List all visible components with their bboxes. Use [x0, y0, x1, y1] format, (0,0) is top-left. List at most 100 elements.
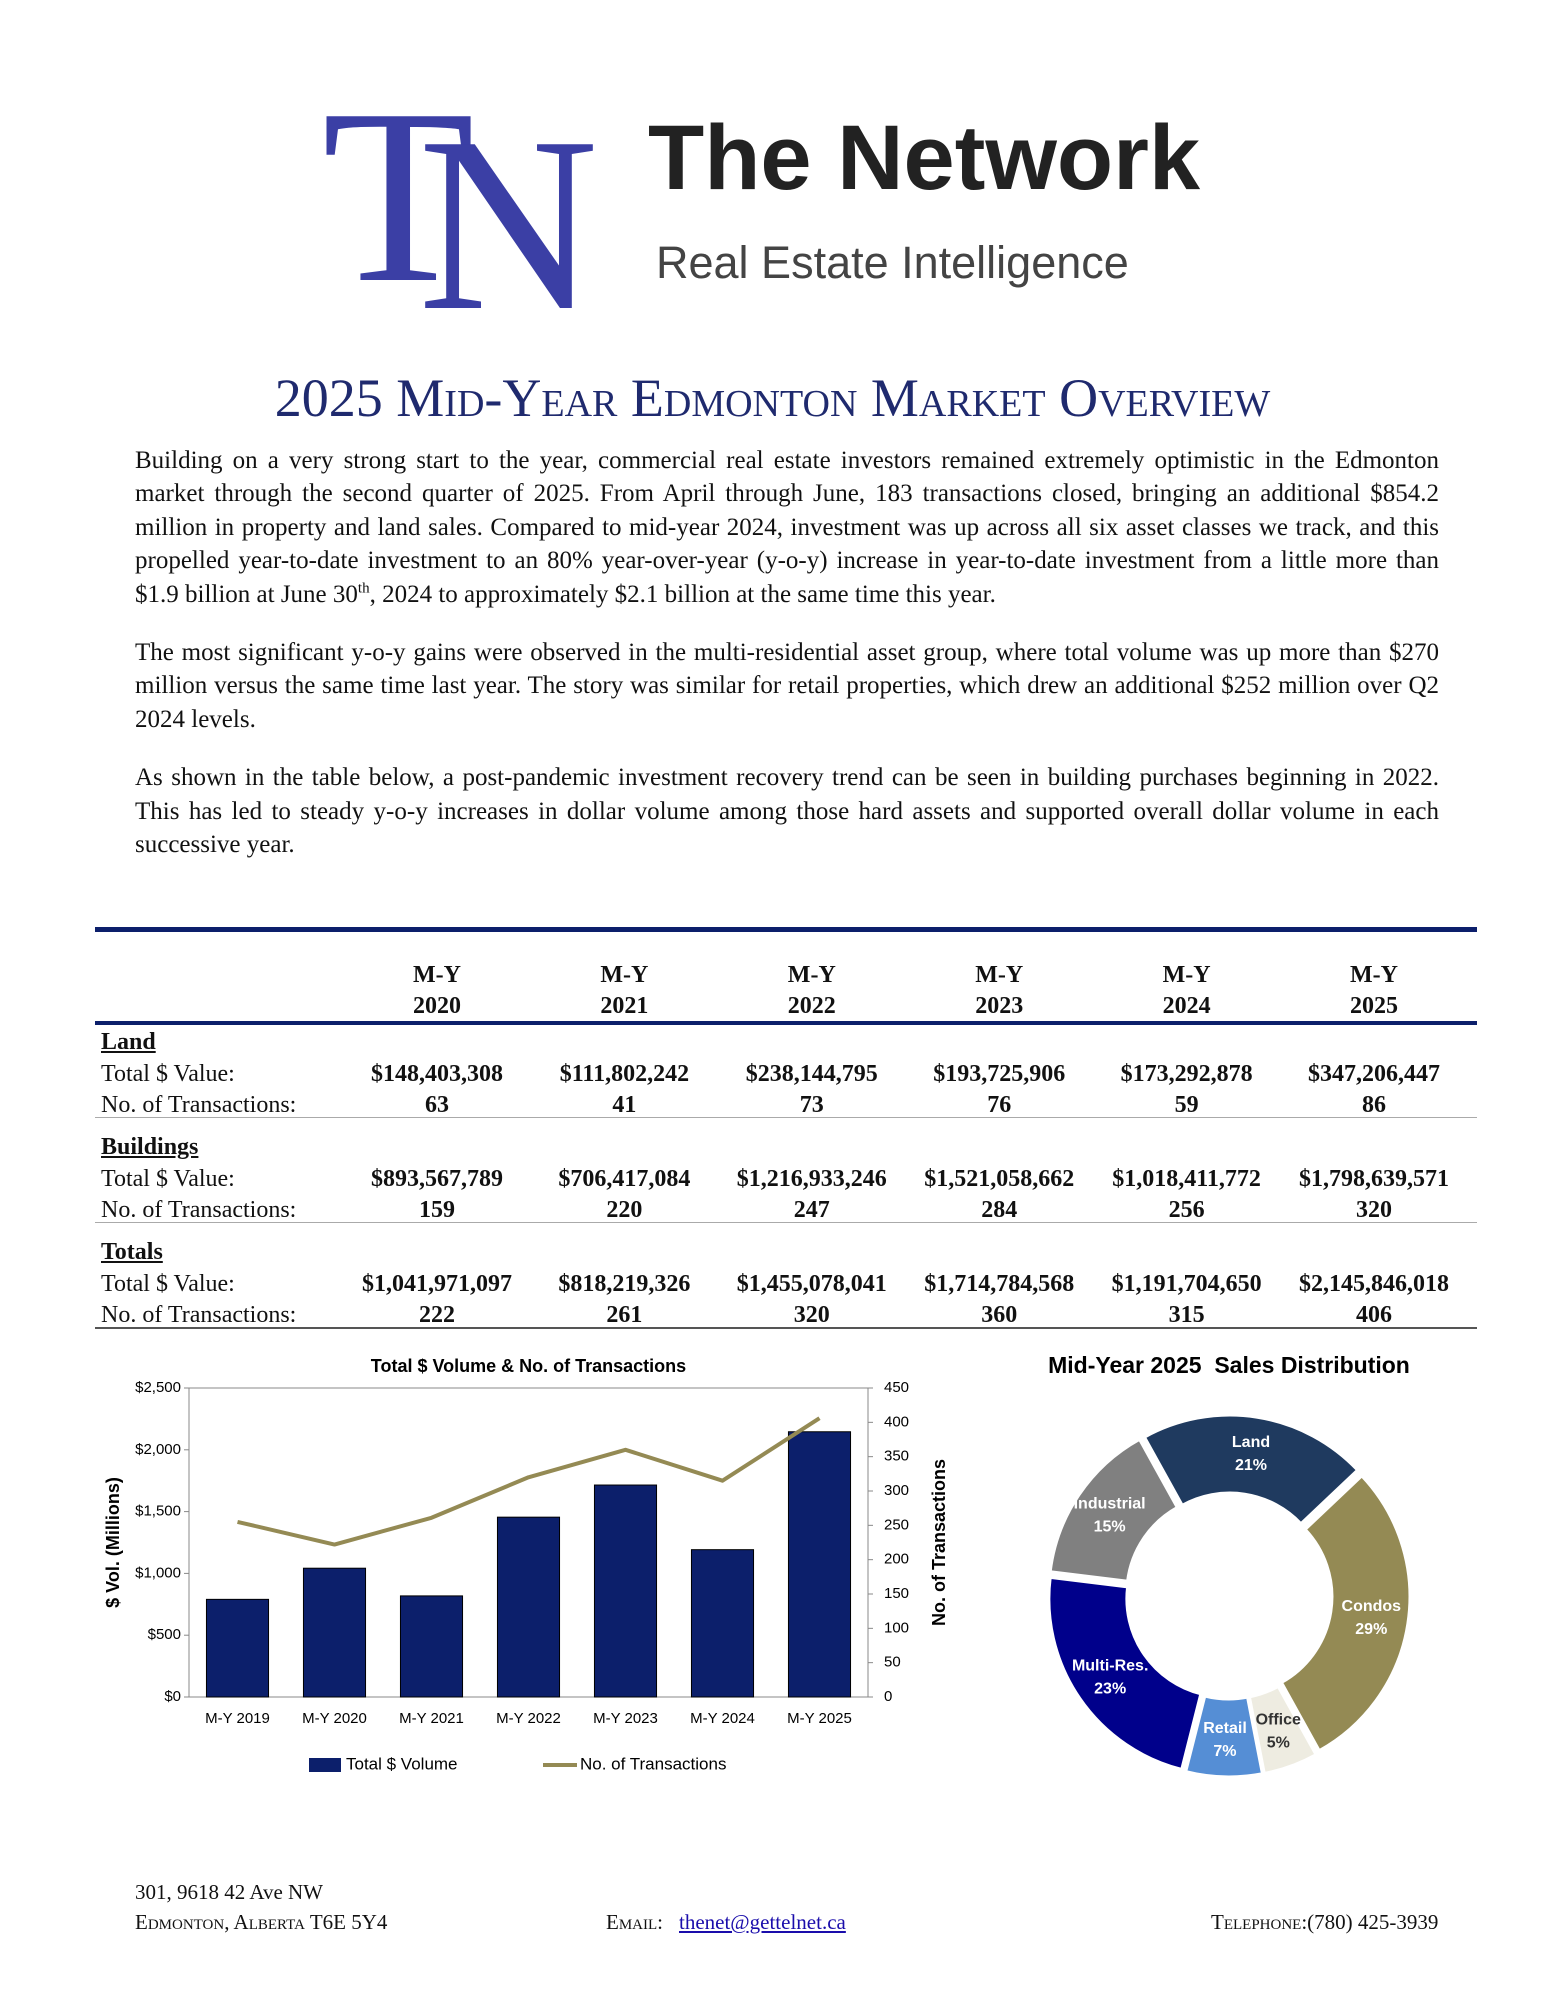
table-value: 320: [1356, 1197, 1392, 1223]
y-tick-label: $2,000: [135, 1441, 181, 1458]
bar: [690, 1549, 755, 1698]
y-tick-label: $500: [148, 1626, 181, 1643]
page-title: 2025 Mid-Year Edmonton Market Overview: [274, 368, 1271, 428]
bar: [496, 1516, 561, 1698]
slice-label: Multi-Res.: [1072, 1658, 1148, 1675]
row-label: No. of Transactions:: [101, 1302, 297, 1328]
slice-label: Land: [1232, 1434, 1270, 1451]
x-tick-label: M-Y 2020: [302, 1710, 367, 1727]
table-rule: [95, 1222, 1477, 1223]
chart-title: Total $ Volume & No. of Transactions: [371, 1356, 686, 1376]
y2-tick-label: 200: [884, 1551, 909, 1568]
row-label: Total $ Value:: [101, 1061, 235, 1087]
logo-tagline: Real Estate Intelligence: [656, 237, 1129, 288]
column-header: M-Y: [1350, 962, 1398, 988]
logo-letter: T: [322, 58, 475, 335]
legend-swatch: [309, 1758, 341, 1772]
slice-value-label: 15%: [1094, 1519, 1126, 1536]
column-header: 2022: [787, 993, 836, 1019]
table-value: $706,417,084: [558, 1166, 691, 1192]
chart-title: Mid-Year 2025 Sales Distribution: [1048, 1352, 1410, 1378]
table-value: $1,216,933,246: [736, 1166, 887, 1192]
row-label: No. of Transactions:: [101, 1197, 297, 1223]
bar: [593, 1484, 658, 1698]
paragraph: Building on a very strong start to the y…: [135, 444, 1439, 611]
bar: [399, 1595, 464, 1698]
column-header: M-Y: [975, 962, 1024, 988]
y2-tick-label: 300: [884, 1482, 909, 1499]
column-header: 2024: [1162, 993, 1211, 1019]
table-value: $1,714,784,568: [924, 1271, 1075, 1297]
table-value: 320: [793, 1302, 830, 1328]
email-link[interactable]: thenet@gettelnet.ca: [679, 1910, 846, 1934]
table-value: $2,145,846,018: [1299, 1271, 1449, 1297]
body-text: Building on a very strong start to the y…: [135, 444, 1439, 886]
slice-label: Industrial: [1074, 1496, 1146, 1513]
table-rule: [95, 1021, 1477, 1025]
column-header: M-Y: [600, 962, 649, 988]
group-name: Buildings: [101, 1134, 199, 1160]
text: , 2024 to approximately $2.1 billion at …: [369, 580, 996, 608]
column-header: M-Y: [413, 962, 461, 988]
table-value: 247: [793, 1197, 830, 1223]
phone: Telephone:(780) 425-3939: [1211, 1910, 1438, 1935]
bar: [205, 1598, 270, 1698]
y2-tick-label: 350: [884, 1448, 909, 1465]
y2-tick-label: 50: [884, 1654, 901, 1671]
table-value: 284: [981, 1197, 1018, 1223]
table-value: 63: [425, 1092, 449, 1118]
legend-label: No. of Transactions: [580, 1754, 726, 1773]
table-value: $111,802,242: [559, 1061, 690, 1087]
table-value: $1,455,078,041: [736, 1271, 887, 1297]
table-rule: [95, 1117, 1477, 1118]
pie-slice: [1279, 1473, 1412, 1753]
legend-label: Total $ Volume: [346, 1754, 458, 1773]
column-header: M-Y: [1162, 962, 1211, 988]
row-label: No. of Transactions:: [101, 1092, 297, 1118]
paragraph: As shown in the table below, a post-pand…: [135, 764, 1439, 859]
slice-label: Retail: [1203, 1720, 1247, 1737]
slice-value-label: 5%: [1267, 1735, 1290, 1752]
table-value: 86: [1362, 1092, 1386, 1118]
line-series: [237, 1416, 821, 1547]
column-header: 2021: [600, 993, 649, 1019]
table-value: $347,206,447: [1308, 1061, 1440, 1087]
group-name: Totals: [101, 1239, 163, 1265]
pie-slice: [1142, 1413, 1360, 1526]
row-label: Total $ Value:: [101, 1166, 235, 1192]
phone-label: Telephone:: [1211, 1910, 1308, 1934]
table-value: $893,567,789: [371, 1166, 503, 1192]
table-value: $1,521,058,662: [924, 1166, 1075, 1192]
bar: [302, 1567, 367, 1698]
column-header: 2020: [413, 993, 461, 1019]
table-value: 261: [606, 1302, 643, 1328]
x-tick-label: M-Y 2024: [690, 1710, 755, 1727]
y2-tick-label: 400: [884, 1413, 909, 1430]
charts: Total $ Volume & No. of Transactions $0 $5…: [103, 1352, 1412, 1779]
table-value: $173,292,878: [1120, 1061, 1253, 1087]
table-rule: [95, 1327, 1477, 1329]
x-tick-label: M-Y 2019: [205, 1710, 270, 1727]
pie-slice: [1047, 1575, 1203, 1772]
slice-label: Condos: [1342, 1598, 1402, 1615]
address: Edmonton, Alberta T6E 5Y4: [135, 1910, 388, 1934]
slice-value-label: 29%: [1355, 1621, 1387, 1638]
table-value: 59: [1174, 1092, 1199, 1118]
table-value: 360: [981, 1302, 1018, 1328]
email-label: Email:: [606, 1910, 663, 1934]
table-value: 159: [419, 1197, 455, 1223]
phone-number: (780) 425-3939: [1307, 1910, 1439, 1934]
slice-label: Office: [1256, 1712, 1301, 1729]
table-value: 315: [1168, 1302, 1205, 1328]
pie-slice: [1183, 1694, 1265, 1779]
x-tick-label: M-Y 2022: [496, 1710, 561, 1727]
table-value: $1,191,704,650: [1111, 1271, 1262, 1297]
table-value: $193,725,906: [933, 1061, 1066, 1087]
bar: [787, 1431, 852, 1698]
slice-value-label: 21%: [1235, 1457, 1267, 1474]
table-value: 256: [1168, 1197, 1205, 1223]
y-tick-label: $1,000: [135, 1564, 181, 1581]
table-value: $818,219,326: [558, 1271, 691, 1297]
y-tick-label: $0: [164, 1688, 181, 1705]
